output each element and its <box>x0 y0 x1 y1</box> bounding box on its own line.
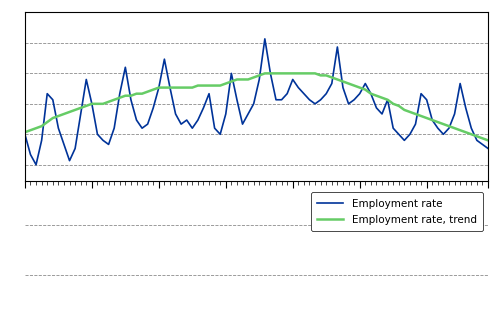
Employment rate <box>33 163 39 167</box>
Employment rate <box>55 126 61 130</box>
Employment rate <box>256 78 262 81</box>
Legend: Employment rate, Employment rate, trend: Employment rate, Employment rate, trend <box>311 193 483 231</box>
Employment rate <box>407 132 413 136</box>
Employment rate, trend <box>22 130 28 134</box>
Employment rate <box>234 98 240 102</box>
Employment rate <box>22 132 28 136</box>
Employment rate <box>27 153 33 156</box>
Employment rate, trend <box>485 139 491 142</box>
Employment rate, trend <box>262 71 268 75</box>
Employment rate, trend <box>50 116 56 120</box>
Employment rate, trend <box>401 108 407 112</box>
Line: Employment rate, trend: Employment rate, trend <box>25 73 488 140</box>
Line: Employment rate: Employment rate <box>25 39 488 165</box>
Employment rate, trend <box>379 96 385 100</box>
Employment rate <box>384 98 390 102</box>
Employment rate, trend <box>27 128 33 132</box>
Employment rate <box>485 147 491 150</box>
Employment rate <box>262 37 268 41</box>
Employment rate, trend <box>250 76 256 79</box>
Employment rate, trend <box>229 80 235 83</box>
